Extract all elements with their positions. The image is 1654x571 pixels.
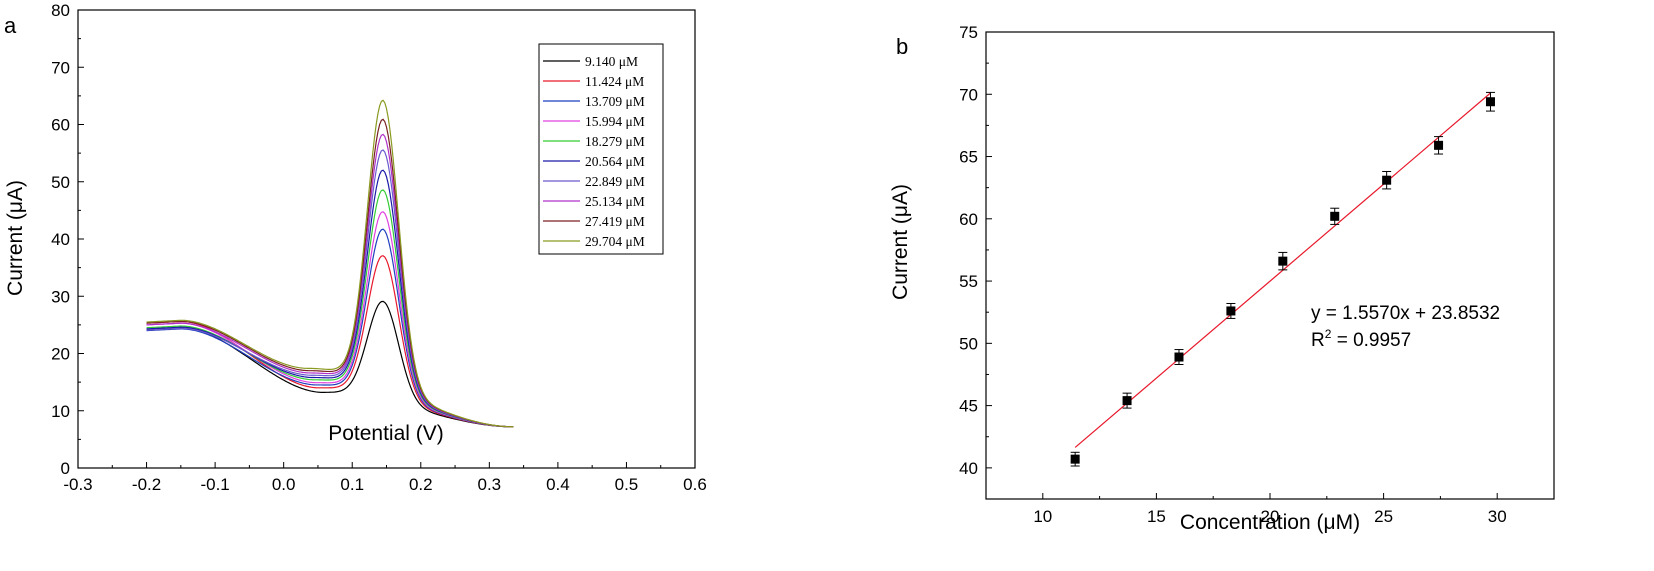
data-point-1 xyxy=(1122,392,1132,409)
r2-prefix: R xyxy=(1311,330,1325,351)
y-tick-label: 70 xyxy=(959,85,978,104)
y-tick-label: 30 xyxy=(51,287,70,306)
x-tick-label: -0.3 xyxy=(63,475,92,494)
series-line-8 xyxy=(146,118,514,428)
point-marker xyxy=(1122,396,1132,406)
legend-label-6: 22.849 μM xyxy=(585,174,645,189)
chart-a-x-axis-title: Potential (V) xyxy=(328,422,444,445)
x-tick-label: 0.6 xyxy=(683,475,707,494)
x-tick-label: 25 xyxy=(1374,507,1393,526)
chart-a-legend: 9.140 μM 11.424 μM 13.709 μM 15.994 μM 18.27… xyxy=(538,43,664,255)
x-tick-label: 0.1 xyxy=(340,475,364,494)
y-tick-label: 80 xyxy=(51,1,70,20)
fit-equation: y = 1.5570x + 23.8532 xyxy=(1311,303,1500,324)
r2-superscript: 2 xyxy=(1325,327,1332,341)
y-tick-label: 0 xyxy=(61,459,70,478)
x-tick-label: 0.3 xyxy=(478,475,502,494)
legend-label-0: 9.140 μM xyxy=(585,54,638,69)
chart-b-y-axis-title: Current (μA) xyxy=(889,184,912,300)
y-tick-label: 40 xyxy=(51,230,70,249)
fit-r-squared: R2 = 0.9957 xyxy=(1311,327,1411,351)
data-point-2 xyxy=(1174,349,1184,366)
legend-label-5: 20.564 μM xyxy=(585,154,645,169)
x-tick-label: 0.0 xyxy=(272,475,296,494)
y-tick-label: 75 xyxy=(959,23,978,42)
y-tick-label: 20 xyxy=(51,345,70,364)
y-tick-label: 70 xyxy=(51,58,70,77)
legend-label-8: 27.419 μM xyxy=(585,214,645,229)
x-tick-label: 30 xyxy=(1488,507,1507,526)
y-tick-label: 55 xyxy=(959,272,978,291)
y-tick-label: 60 xyxy=(959,210,978,229)
series-line-9 xyxy=(146,99,514,428)
x-tick-label: 0.4 xyxy=(546,475,570,494)
y-tick-label: 45 xyxy=(959,397,978,416)
x-tick-label: 0.2 xyxy=(409,475,433,494)
series-line-0 xyxy=(146,300,514,428)
point-marker xyxy=(1434,140,1444,150)
x-tick-label: 0.5 xyxy=(615,475,639,494)
legend-label-9: 29.704 μM xyxy=(585,234,645,249)
legend-label-3: 15.994 μM xyxy=(585,114,645,129)
y-tick-label: 65 xyxy=(959,148,978,167)
x-tick-label: -0.1 xyxy=(200,475,229,494)
calibration-chart: b Current (μA) Concentration (μM) 10 15 20… xyxy=(889,23,1555,534)
legend-box xyxy=(538,43,664,255)
series-line-3 xyxy=(146,211,514,428)
x-tick-label: 10 xyxy=(1033,507,1052,526)
x-tick-label: 20 xyxy=(1261,507,1280,526)
voltammogram-chart: a Current (μA) Potential (V) -0.3 -0.2 -0.… xyxy=(4,1,707,494)
data-point-0 xyxy=(1070,451,1080,467)
r2-value: = 0.9957 xyxy=(1331,330,1411,351)
data-point-7 xyxy=(1434,136,1444,155)
data-point-3 xyxy=(1226,302,1236,319)
y-tick-label: 10 xyxy=(51,402,70,421)
chart-a-y-axis-title: Current (μA) xyxy=(4,180,27,296)
point-marker xyxy=(1330,211,1340,221)
panel-a-letter: a xyxy=(4,13,17,38)
legend-label-7: 25.134 μM xyxy=(585,194,645,209)
x-tick-label: -0.2 xyxy=(132,475,161,494)
chart-b-x-axis-title: Concentration (μM) xyxy=(1180,511,1360,534)
data-point-4 xyxy=(1278,251,1288,271)
data-point-6 xyxy=(1382,170,1392,190)
panel-b-letter: b xyxy=(896,34,908,59)
data-point-5 xyxy=(1330,207,1340,225)
series-line-1 xyxy=(146,255,514,428)
y-tick-label: 50 xyxy=(959,334,978,353)
point-marker xyxy=(1278,256,1288,266)
chart-b-frame xyxy=(985,31,1555,500)
y-tick-label: 40 xyxy=(959,459,978,478)
legend-label-2: 13.709 μM xyxy=(585,94,645,109)
point-marker xyxy=(1226,306,1236,316)
y-tick-label: 50 xyxy=(51,173,70,192)
point-marker xyxy=(1174,352,1184,362)
data-point-8 xyxy=(1485,91,1495,112)
series-line-2 xyxy=(146,228,514,428)
legend-label-1: 11.424 μM xyxy=(585,74,644,89)
chart-a-frame xyxy=(77,9,696,469)
point-marker xyxy=(1485,97,1495,107)
legend-label-4: 18.279 μM xyxy=(585,134,645,149)
point-marker xyxy=(1070,454,1080,464)
x-tick-label: 15 xyxy=(1147,507,1166,526)
point-marker xyxy=(1382,175,1392,185)
series-line-4 xyxy=(146,189,514,428)
y-tick-label: 60 xyxy=(51,116,70,135)
